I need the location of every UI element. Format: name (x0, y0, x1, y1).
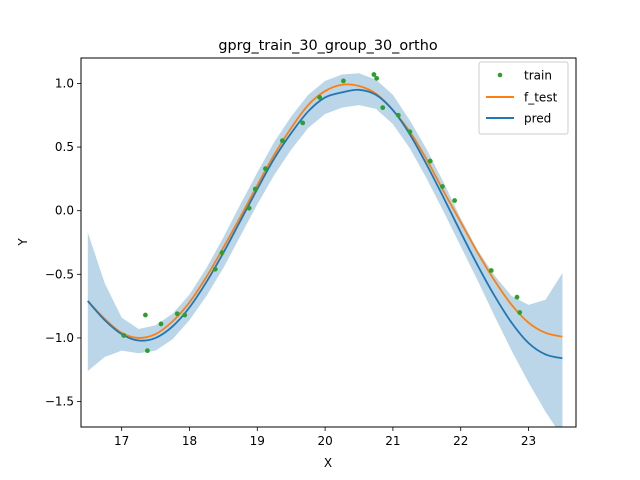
legend-frame (478, 61, 569, 135)
legend: train f_test pred (478, 61, 569, 135)
train-point (145, 348, 150, 354)
train-point (514, 294, 520, 300)
y-axis-label: Y (16, 238, 30, 247)
train-point (452, 198, 458, 203)
x-tick-label: 19 (250, 434, 265, 448)
x-axis-label: X (324, 456, 332, 470)
x-tick-label: 18 (182, 434, 197, 448)
train-point (517, 310, 523, 315)
train-point (158, 321, 164, 327)
x-tick-label: 22 (453, 434, 468, 448)
confidence-band (87, 73, 563, 427)
y-tick-label: −1.0 (45, 331, 74, 345)
x-tick-label: 17 (114, 434, 129, 448)
x-tick-label: 21 (385, 434, 400, 448)
chart-title: gprg_train_30_group_30_ortho (218, 38, 437, 54)
x-tick-label: 23 (521, 434, 536, 448)
train-point (371, 72, 377, 77)
train-point (121, 332, 127, 338)
axes-frame (80, 57, 577, 428)
train-point (143, 312, 148, 318)
legend-f-test-label: f_test (524, 91, 558, 105)
train-point (300, 120, 306, 126)
train-point (279, 138, 285, 144)
legend-pred-label: pred (524, 112, 551, 126)
train-point (263, 166, 268, 172)
train-point (488, 268, 494, 273)
train-point (374, 75, 380, 81)
y-tick-label: 0.0 (55, 204, 74, 218)
train-point (246, 205, 252, 211)
train-point (219, 250, 225, 256)
train-point (407, 129, 413, 135)
train-point (317, 95, 323, 100)
train-point (427, 158, 433, 164)
y-tick-label: −1.5 (45, 395, 74, 409)
train-point (212, 266, 218, 272)
train-point (341, 78, 346, 84)
plot-content (87, 72, 563, 427)
train-point (252, 186, 258, 192)
legend-train-label: train (524, 69, 552, 83)
train-point (380, 105, 386, 111)
series-line-f-test (87, 83, 563, 339)
train-point (182, 312, 188, 318)
series-line-pred (87, 88, 563, 360)
train-point (174, 311, 180, 317)
y-tick-label: 1.0 (55, 76, 74, 90)
plot-area: 17 18 19 20 21 22 23 −1.5 −1.0 −0.5 0.0 0.5 1.0 (45, 57, 577, 448)
x-tick-label: 20 (317, 434, 332, 448)
train-point (440, 184, 445, 189)
y-tick-label: −0.5 (45, 267, 74, 281)
y-tick-label: 0.5 (55, 140, 74, 154)
train-point (395, 112, 401, 118)
legend-train-marker (497, 72, 503, 78)
